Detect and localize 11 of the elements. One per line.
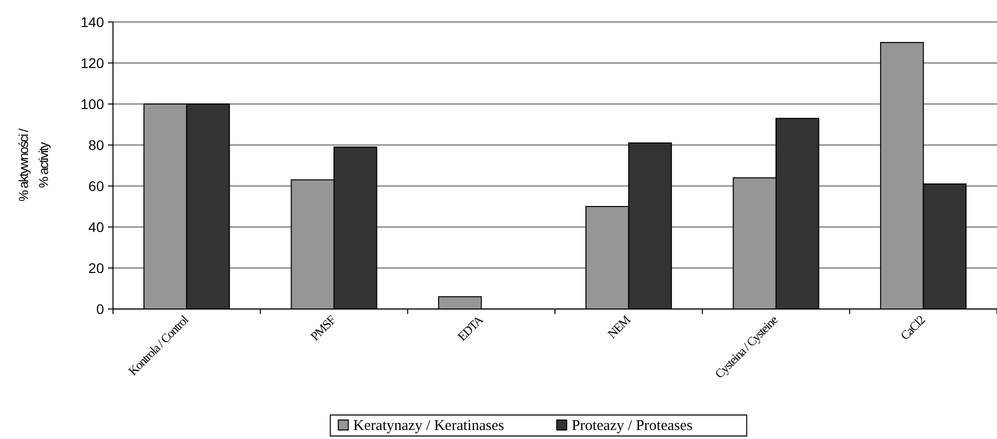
y-tick-label: 120 <box>80 54 104 71</box>
y-tick-label: 140 <box>80 14 104 30</box>
legend-label: Proteazy / Proteases <box>572 418 693 434</box>
legend-label: Keratynazy / Keratinases <box>353 418 504 434</box>
y-tick-label: 60 <box>88 178 104 194</box>
y-tick-label: 0 <box>96 300 104 317</box>
y-tick-label: 80 <box>88 136 104 153</box>
y-tick-label: 20 <box>88 260 104 276</box>
y-tick-label: 100 <box>80 96 104 112</box>
y-tick-label: 40 <box>88 218 104 235</box>
y-axis-title: % aktywności / % activity <box>16 128 51 202</box>
